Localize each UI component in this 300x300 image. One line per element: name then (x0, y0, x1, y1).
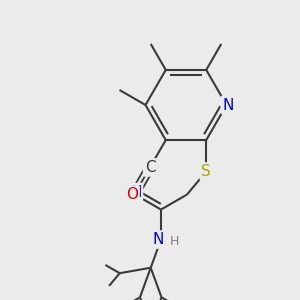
Text: C: C (145, 160, 155, 175)
Text: N: N (222, 98, 234, 112)
Text: H: H (170, 235, 179, 248)
Text: N: N (152, 232, 164, 247)
Text: S: S (201, 164, 211, 179)
Text: N: N (130, 184, 141, 200)
Text: O: O (126, 187, 138, 202)
